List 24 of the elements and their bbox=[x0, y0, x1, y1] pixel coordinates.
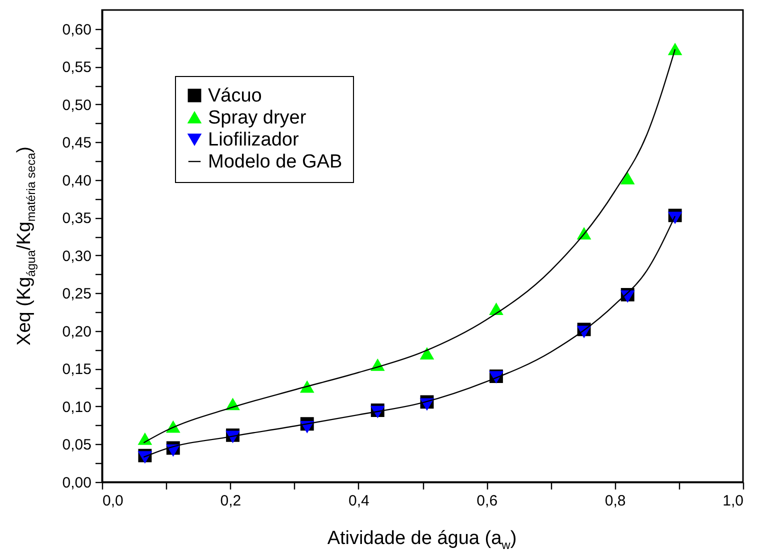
y-tick-label: 0,25 bbox=[62, 286, 92, 303]
x-tick-label: 0,0 bbox=[102, 492, 124, 510]
x-tick-label: 1,0 bbox=[722, 492, 744, 510]
y-tick-label: 0,60 bbox=[62, 21, 92, 38]
y-tick-label: 0,05 bbox=[62, 436, 92, 454]
legend-label: Liofilizador bbox=[208, 130, 300, 150]
x-tick-label: 0,2 bbox=[220, 492, 242, 510]
x-tick-label: 0,6 bbox=[476, 492, 498, 510]
legend-label: Modelo de GAB bbox=[208, 152, 342, 172]
legend-label: Vácuo bbox=[208, 86, 262, 106]
y-tick-label: 0,00 bbox=[62, 474, 92, 492]
x-tick-label: 0,8 bbox=[604, 492, 626, 510]
y-tick-label: 0,30 bbox=[62, 248, 92, 265]
y-tick-label: 0,15 bbox=[62, 361, 92, 378]
x-axis-title: Atividade de água (a$_{w}$) bbox=[327, 528, 517, 552]
legend-label: Spray dryer bbox=[208, 108, 307, 128]
y-tick-label: 0,20 bbox=[62, 323, 92, 340]
x-tick-label: 0,4 bbox=[348, 492, 370, 510]
y-tick-label: 0,45 bbox=[62, 134, 92, 152]
y-tick-label: 0,55 bbox=[62, 59, 92, 76]
y-tick-label: 0,50 bbox=[62, 96, 92, 114]
y-tick-label: 0,10 bbox=[62, 398, 92, 416]
y-tick-label: 0,40 bbox=[62, 172, 92, 190]
y-tick-label: 0,35 bbox=[62, 210, 92, 228]
